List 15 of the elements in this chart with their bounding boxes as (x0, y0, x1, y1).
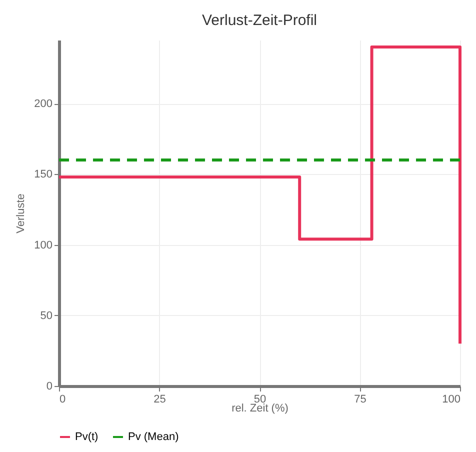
y-tick-label: 100 (34, 239, 52, 252)
chart-title: Verlust-Zeit-Profil (202, 12, 318, 29)
legend-label: Pv(t) (75, 431, 98, 443)
x-tick-label: 100 (442, 394, 460, 406)
legend-label: Pv (Mean) (128, 431, 179, 443)
x-tick-label: 75 (354, 394, 366, 406)
y-axis-title: Verluste (15, 194, 28, 234)
x-tick-label: 25 (154, 394, 166, 406)
line-series (58, 46, 462, 346)
x-tick-label: 0 (60, 394, 66, 406)
y-tick-label: 50 (40, 310, 52, 322)
y-tick-label: 150 (34, 168, 52, 181)
y-tick-label: 200 (34, 98, 52, 110)
x-axis-title: rel. Zeit (%) (232, 402, 288, 414)
y-tick-label: 0 (46, 380, 52, 392)
